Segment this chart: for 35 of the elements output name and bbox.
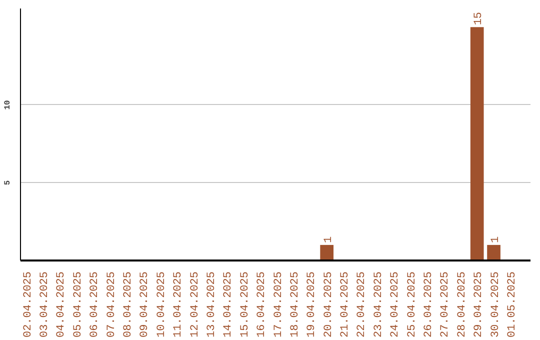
x-tick-label: 05.04.2025 bbox=[72, 271, 84, 338]
x-tick-label: 15.04.2025 bbox=[239, 271, 252, 338]
x-tick-label: 17.04.2025 bbox=[272, 271, 285, 338]
data-label: 15 bbox=[473, 12, 486, 26]
x-tick-label: 28.04.2025 bbox=[456, 271, 468, 338]
x-tick-label: 20.04.2025 bbox=[322, 271, 335, 338]
x-tick-label: 22.04.2025 bbox=[356, 271, 368, 338]
x-tick-label: 23.04.2025 bbox=[372, 271, 385, 338]
y-tick-label: 10 bbox=[4, 100, 12, 110]
x-tick-label: 25.04.2025 bbox=[406, 271, 418, 338]
x-tick-label: 19.04.2025 bbox=[306, 271, 318, 338]
x-tick-label: 01.05.2025 bbox=[506, 271, 518, 338]
x-tick-label: 07.04.2025 bbox=[106, 271, 118, 338]
x-tick-label: 04.04.2025 bbox=[56, 271, 68, 338]
x-tick-label: 26.04.2025 bbox=[423, 271, 435, 338]
x-tick-label: 27.04.2025 bbox=[440, 271, 452, 338]
x-tick-label: 29.04.2025 bbox=[473, 271, 486, 338]
data-label: 1 bbox=[322, 236, 335, 243]
x-tick-label: 24.04.2025 bbox=[390, 271, 402, 338]
x-tick-label: 16.04.2025 bbox=[256, 271, 268, 338]
x-tick-label: 03.04.2025 bbox=[39, 271, 52, 338]
x-tick-label: 02.04.2025 bbox=[22, 271, 34, 338]
x-tick-label: 06.04.2025 bbox=[89, 271, 102, 338]
x-tick-label: 12.04.2025 bbox=[189, 271, 202, 338]
x-tick-label: 13.04.2025 bbox=[206, 271, 218, 338]
x-tick-label: 11.04.2025 bbox=[172, 271, 185, 338]
x-tick-label: 08.04.2025 bbox=[122, 271, 135, 338]
y-tick-label: 5 bbox=[4, 180, 12, 186]
x-tick-label: 09.04.2025 bbox=[139, 271, 152, 338]
x-tick-label: 14.04.2025 bbox=[222, 271, 235, 338]
data-label: 1 bbox=[490, 236, 502, 243]
x-tick-label: 30.04.2025 bbox=[490, 271, 502, 338]
x-tick-label: 18.04.2025 bbox=[289, 271, 302, 338]
x-tick-label: 21.04.2025 bbox=[340, 271, 352, 338]
x-tick-label: 10.04.2025 bbox=[156, 271, 168, 338]
